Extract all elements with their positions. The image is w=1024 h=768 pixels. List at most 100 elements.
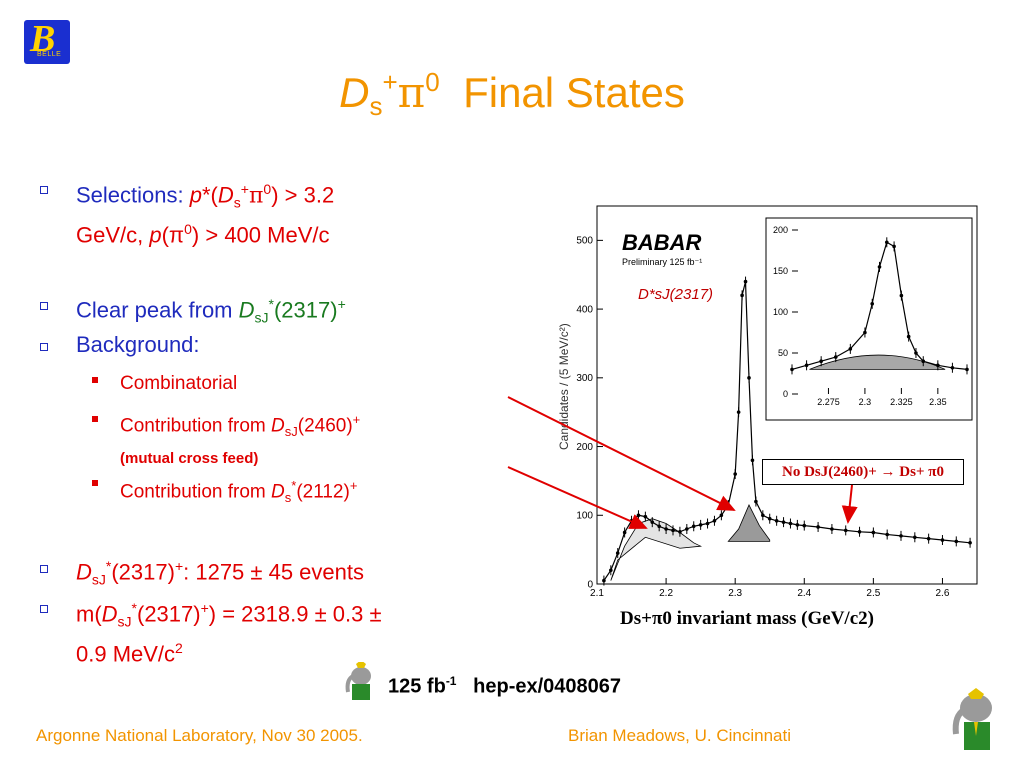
sub-bullet-combinatorial: Combinatorial bbox=[120, 373, 238, 394]
bullet-marker bbox=[40, 605, 48, 613]
main-data-point bbox=[968, 540, 972, 545]
main-x-tick-label: 2.4 bbox=[797, 588, 811, 599]
main-data-point bbox=[719, 513, 724, 518]
main-data-point bbox=[609, 568, 613, 573]
main-data-point bbox=[685, 527, 689, 531]
inset-background bbox=[809, 354, 946, 370]
inset-y-tick-label: 150 bbox=[773, 266, 788, 276]
main-data-point bbox=[743, 279, 748, 284]
main-x-tick-label: 2.1 bbox=[590, 588, 604, 599]
main-data-point bbox=[761, 513, 765, 518]
inset-data-point bbox=[921, 359, 926, 363]
main-data-point bbox=[954, 539, 959, 544]
main-y-tick-label: 200 bbox=[576, 442, 593, 453]
inset-data-point bbox=[965, 367, 969, 372]
inset-data-point bbox=[950, 365, 955, 370]
inset-data-point bbox=[833, 355, 838, 359]
inset-background-hump bbox=[809, 354, 946, 370]
title-d: D bbox=[339, 69, 370, 116]
reference-caption: 125 fb-1 hep-ex/0408067 bbox=[388, 674, 622, 698]
main-data-point bbox=[712, 518, 717, 523]
main-data-point bbox=[830, 527, 834, 531]
page-title: Ds+π0 Final States bbox=[0, 67, 1024, 121]
title-pi-sup: 0 bbox=[425, 67, 440, 97]
bullet-mass: m(DsJ*(2317)+) = 2318.9 ± 0.3 ± 0.9 MeV/… bbox=[76, 600, 382, 667]
inset-x-tick-label: 2.275 bbox=[817, 397, 840, 407]
babar-elephant-icon bbox=[345, 662, 371, 700]
main-data-point bbox=[733, 472, 737, 476]
inset-y-tick-label: 50 bbox=[778, 348, 788, 358]
main-data-point bbox=[871, 530, 876, 535]
main-data-point bbox=[740, 293, 744, 298]
main-x-tick-label: 2.2 bbox=[659, 588, 673, 599]
inset-data-points bbox=[790, 237, 969, 375]
inset-data-point bbox=[899, 293, 904, 298]
bullet-peak: Clear peak from DsJ*(2317)+ bbox=[76, 296, 346, 326]
preliminary-label: Preliminary 125 fb⁻¹ bbox=[622, 257, 702, 267]
inset-data-point bbox=[819, 359, 823, 363]
main-data-point bbox=[885, 532, 889, 537]
peak-label: D*sJ(2317) bbox=[638, 286, 713, 303]
sub-bullet-marker bbox=[92, 377, 98, 383]
main-data-point bbox=[843, 528, 848, 533]
inset-frame bbox=[765, 217, 973, 421]
main-y-tick-label: 400 bbox=[576, 304, 593, 315]
main-data-point bbox=[774, 518, 779, 523]
main-data-point bbox=[736, 410, 741, 414]
logo-letter: B bbox=[30, 18, 56, 60]
inset-y-tick-label: 0 bbox=[783, 389, 788, 399]
inset-axis-ticks: 2.275 2.3 2.325 2.35 0 50 100 150 200 bbox=[773, 225, 947, 407]
main-x-tick-label: 2.3 bbox=[728, 588, 742, 599]
main-y-tick-label: 500 bbox=[576, 236, 593, 247]
y-axis-label: Candidates / (5 MeV/c²) bbox=[557, 323, 571, 450]
main-data-point bbox=[750, 458, 755, 463]
inset-data-point bbox=[863, 330, 867, 335]
title-pi: π bbox=[397, 68, 426, 117]
main-data-point bbox=[671, 528, 675, 533]
main-data-point bbox=[857, 529, 862, 534]
inset-data-point bbox=[906, 334, 911, 339]
main-data-point bbox=[816, 525, 820, 529]
main-data-point bbox=[643, 514, 648, 519]
bullet-marker bbox=[40, 186, 48, 194]
inset-data-point bbox=[914, 351, 918, 355]
bullet-selections: Selections: p*(Ds+π0) > 3.2 GeV/c, p(π0)… bbox=[76, 181, 335, 248]
inset-x-tick-label: 2.325 bbox=[890, 397, 913, 407]
x-axis-label: Ds+π0 invariant mass (GeV/c2) bbox=[620, 608, 874, 629]
main-data-point bbox=[636, 513, 641, 518]
main-data-point bbox=[615, 551, 620, 555]
main-data-point bbox=[795, 523, 800, 527]
main-data-point bbox=[926, 536, 931, 541]
main-data-point bbox=[940, 538, 945, 542]
bullet-marker bbox=[40, 343, 48, 351]
main-data-point bbox=[622, 530, 627, 535]
main-background-curves bbox=[610, 504, 771, 581]
sub-bullet-ds2112: Contribution from Ds*(2112)+ bbox=[120, 478, 358, 506]
main-data-point bbox=[629, 518, 634, 523]
bullet-background: Background: bbox=[76, 332, 200, 357]
main-data-point bbox=[781, 520, 786, 524]
bullet-marker bbox=[40, 302, 48, 310]
main-data-point bbox=[726, 503, 731, 507]
title-s: s bbox=[369, 91, 383, 121]
main-data-point bbox=[602, 578, 606, 583]
main-data-point bbox=[754, 499, 758, 504]
inset-data-point bbox=[892, 244, 896, 249]
main-data-point bbox=[650, 520, 655, 524]
babar-elephant-icon-footer bbox=[952, 688, 992, 750]
sub-bullet-marker bbox=[92, 480, 98, 486]
main-data-point bbox=[691, 524, 696, 529]
logo-sub: BELLE bbox=[37, 51, 62, 58]
footer-right: Brian Meadows, U. Cincinnati bbox=[568, 726, 791, 745]
main-data-point bbox=[747, 376, 751, 380]
main-data-point bbox=[913, 535, 917, 540]
inset-y-tick-label: 100 bbox=[773, 307, 788, 317]
inset-x-tick-label: 2.35 bbox=[929, 397, 947, 407]
inset-data-point bbox=[936, 363, 940, 368]
main-data-point bbox=[698, 523, 703, 527]
bullet-events: DsJ*(2317)+: 1275 ± 45 events bbox=[76, 558, 364, 588]
main-y-tick-label: 100 bbox=[576, 511, 593, 522]
main-data-point bbox=[705, 521, 710, 526]
footer-left: Argonne National Laboratory, Nov 30 2005… bbox=[36, 726, 363, 745]
